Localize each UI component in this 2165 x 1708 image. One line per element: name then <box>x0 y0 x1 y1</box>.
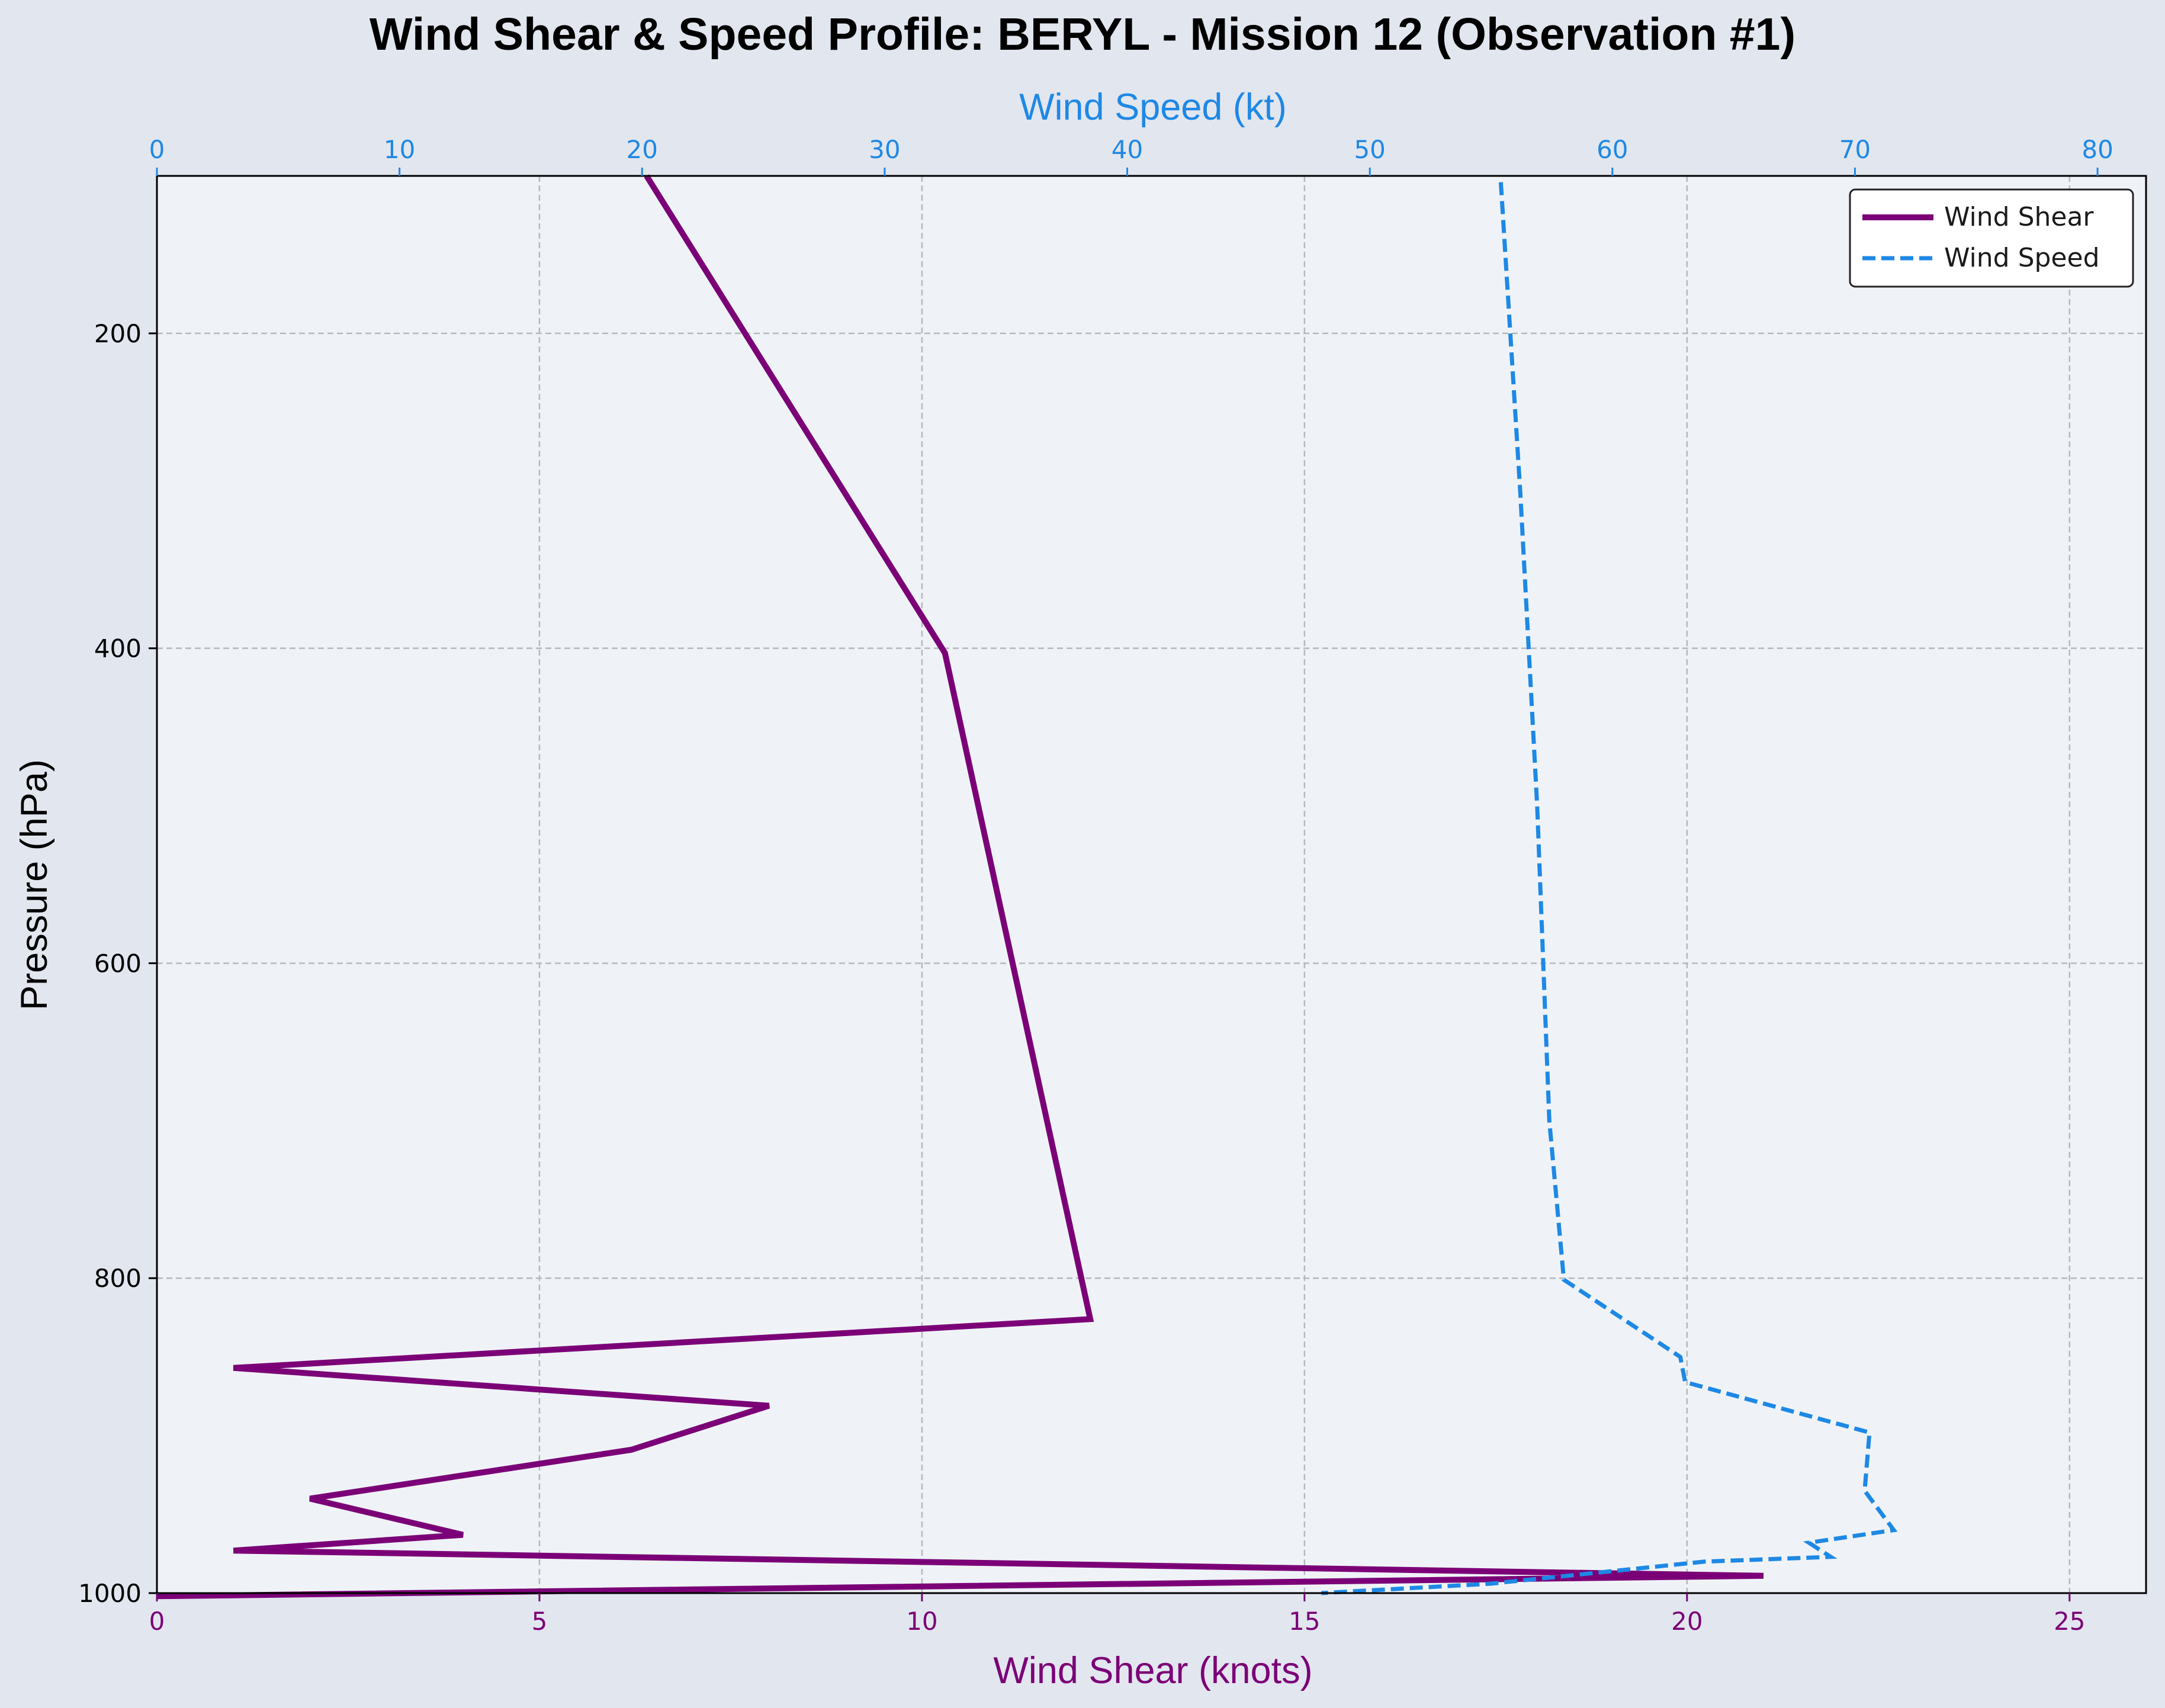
legend: Wind Shear Wind Speed <box>1849 188 2134 288</box>
x-bottom-tick-label: 5 <box>532 1607 548 1636</box>
series-line-wind-speed <box>1321 182 1898 1595</box>
x-top-tick-label: 0 <box>149 135 165 164</box>
x-bottom-tick-label: 20 <box>1671 1607 1703 1636</box>
x-bottom-tick-label: 15 <box>1289 1607 1320 1636</box>
x-axis-bottom-label: Wind Shear (knots) <box>993 1650 1312 1691</box>
legend-box <box>1849 188 2134 288</box>
legend-label-wind-shear: Wind Shear <box>1944 202 2094 232</box>
x-axis-top-label: Wind Speed (kt) <box>1019 86 1287 128</box>
x-bottom-tick-label: 0 <box>149 1607 165 1636</box>
y-axis-label: Pressure (hPa) <box>14 759 55 1010</box>
x-top-tick-label: 30 <box>869 135 900 164</box>
x-top-tick-label: 40 <box>1112 135 1143 164</box>
y-tick-label: 200 <box>94 319 142 348</box>
y-tick-label: 400 <box>94 634 142 663</box>
plot-area <box>157 176 2146 1593</box>
x-top-tick-label: 20 <box>627 135 658 164</box>
y-tick-label: 600 <box>94 949 142 978</box>
x-top-tick-label: 60 <box>1597 135 1628 164</box>
legend-label-wind-speed: Wind Speed <box>1944 243 2100 273</box>
series-layer <box>156 174 1898 1600</box>
x-bottom-tick-label: 10 <box>906 1607 937 1636</box>
y-tick-label: 1000 <box>78 1579 142 1608</box>
x-bottom-tick-label: 25 <box>2054 1607 2085 1636</box>
series-line-wind-shear <box>156 174 1764 1600</box>
x-top-tick-label: 70 <box>1839 135 1871 164</box>
y-tick-label: 800 <box>94 1264 142 1293</box>
x-top-tick-label: 50 <box>1354 135 1385 164</box>
x-top-tick-label: 10 <box>384 135 415 164</box>
x-top-tick-label: 80 <box>2082 135 2113 164</box>
chart-title: Wind Shear & Speed Profile: BERYL - Miss… <box>370 9 1795 60</box>
plot-frame <box>156 175 2147 1594</box>
